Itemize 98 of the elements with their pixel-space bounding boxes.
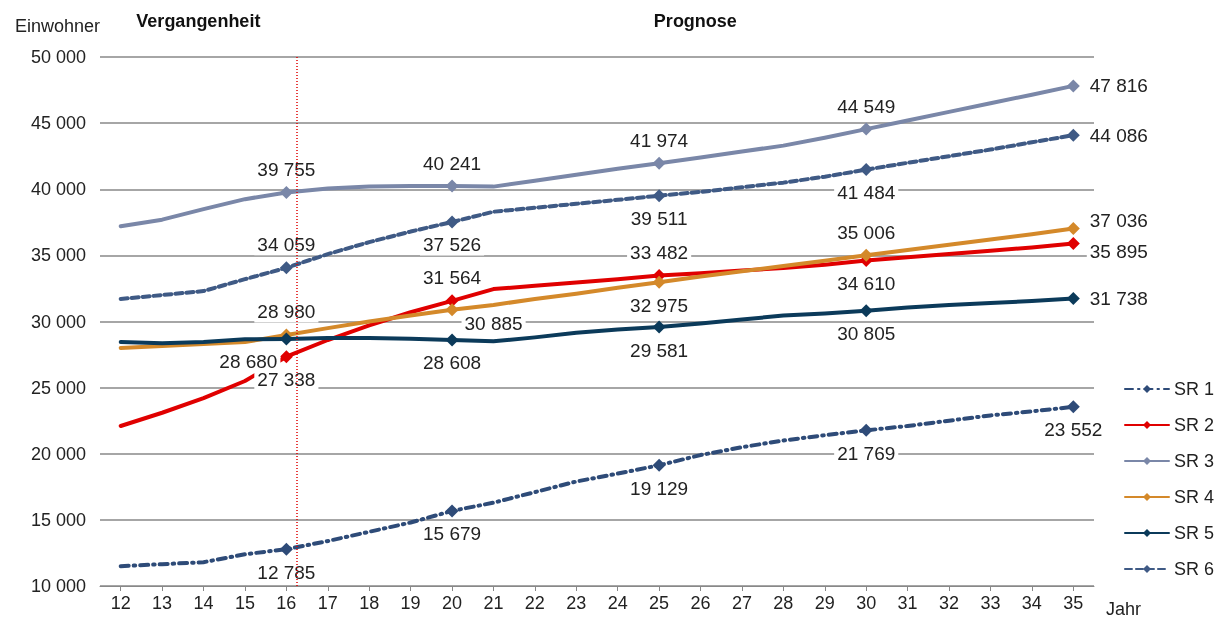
legend-label: SR 6: [1173, 559, 1215, 579]
y-tick-label: 30 000: [30, 311, 86, 332]
legend-label: SR 4: [1173, 487, 1215, 507]
point: [1066, 79, 1080, 93]
point: [652, 189, 666, 203]
legend-label: SR 2: [1173, 415, 1215, 435]
y-tick-label: 20 000: [30, 443, 86, 464]
y-tick-label: 45 000: [30, 113, 86, 134]
data-label: 31 738: [1089, 288, 1148, 310]
data-label: 12 785: [257, 561, 316, 583]
y-tick-label: 50 000: [30, 47, 86, 67]
point: [652, 156, 666, 170]
y-tick-label: 25 000: [30, 377, 86, 398]
data-label: 33 482: [630, 241, 689, 263]
data-label: 39 755: [257, 158, 316, 180]
y-axis-title: Einwohner: [14, 16, 100, 36]
data-label: 19 129: [630, 477, 689, 499]
point: [445, 215, 459, 229]
x-tick-label: 32: [939, 593, 960, 613]
legend-label: SR 5: [1173, 523, 1215, 543]
x-tick-label: 31: [897, 593, 918, 613]
point: [279, 261, 293, 275]
data-label: 32 975: [630, 294, 689, 316]
point: [1066, 237, 1080, 251]
x-tick-label: 28: [773, 593, 794, 613]
y-tick-label: 35 000: [30, 245, 86, 266]
data-label: 34 610: [837, 273, 896, 295]
y-tick-label: 10 000: [30, 576, 86, 596]
x-tick-label: 20: [442, 593, 463, 613]
data-label: 34 059: [257, 234, 316, 256]
x-tick-label: 16: [276, 593, 297, 613]
x-tick-label: 23: [566, 593, 587, 613]
point: [859, 423, 873, 437]
data-label: 37 036: [1089, 209, 1148, 231]
x-tick-label: 21: [483, 593, 504, 613]
point: [445, 333, 459, 347]
point: [1066, 128, 1080, 142]
point: [859, 122, 873, 136]
data-label: 15 679: [422, 523, 482, 545]
data-label: 28 980: [257, 301, 316, 323]
x-tick-label: 13: [152, 593, 173, 613]
legend-label: SR 3: [1173, 451, 1215, 471]
x-tick-label: 19: [400, 593, 421, 613]
data-label: 35 895: [1089, 241, 1148, 263]
x-tick-label: 33: [980, 593, 1001, 613]
data-label: 41 974: [630, 129, 689, 151]
point: [445, 179, 459, 193]
x-tick-label: 14: [193, 593, 214, 613]
point: [859, 304, 873, 318]
data-label: 40 241: [422, 152, 482, 174]
x-tick-label: 27: [731, 593, 752, 613]
data-label: 31 564: [422, 267, 482, 289]
data-label: 29 581: [630, 339, 689, 361]
x-tick-label: 17: [317, 593, 338, 613]
data-label: 30 885: [464, 313, 523, 335]
text: Prognose: [653, 11, 737, 31]
data-label: 39 511: [630, 208, 688, 230]
x-tick-label: 12: [110, 593, 131, 613]
y-tick-label: 15 000: [30, 509, 86, 530]
x-tick-label: 30: [856, 593, 877, 613]
data-label: 41 484: [837, 182, 896, 204]
x-tick-label: 25: [649, 593, 670, 613]
point: [652, 320, 666, 334]
x-tick-label: 24: [607, 593, 628, 613]
data-label: 28 680: [219, 351, 278, 373]
data-label: 28 608: [422, 352, 482, 374]
point: [445, 504, 459, 518]
point: [859, 248, 873, 262]
data-label: 37 526: [422, 234, 482, 256]
legend-label: SR 1: [1173, 379, 1215, 399]
point: [445, 303, 459, 317]
x-tick-label: 34: [1021, 593, 1042, 613]
data-label: 23 552: [1044, 419, 1103, 441]
x-tick-label: 15: [234, 593, 255, 613]
point: [652, 275, 666, 289]
point: [859, 163, 873, 177]
data-label: 47 816: [1089, 75, 1148, 97]
data-label: 21 769: [837, 442, 896, 464]
point: [279, 542, 293, 556]
point: [279, 350, 293, 364]
y-tick-label: 40 000: [30, 179, 86, 200]
point: [1066, 292, 1080, 306]
x-tick-label: 18: [359, 593, 380, 613]
point: [279, 185, 293, 199]
point: [652, 458, 666, 472]
data-label: 44 549: [837, 95, 896, 117]
text: Vergangenheit: [136, 11, 261, 31]
x-tick-label: 26: [690, 593, 711, 613]
x-tick-label: 29: [814, 593, 835, 613]
data-label: 35 006: [837, 221, 896, 243]
data-label: 44 086: [1089, 124, 1148, 146]
point: [1066, 400, 1080, 414]
data-label: 27 338: [257, 369, 316, 391]
x-tick-label: 35: [1063, 593, 1084, 613]
x-tick-label: 22: [524, 593, 545, 613]
data-label: 30 805: [837, 323, 896, 345]
point: [1066, 221, 1080, 235]
x-axis-title: Jahr: [1106, 599, 1142, 619]
